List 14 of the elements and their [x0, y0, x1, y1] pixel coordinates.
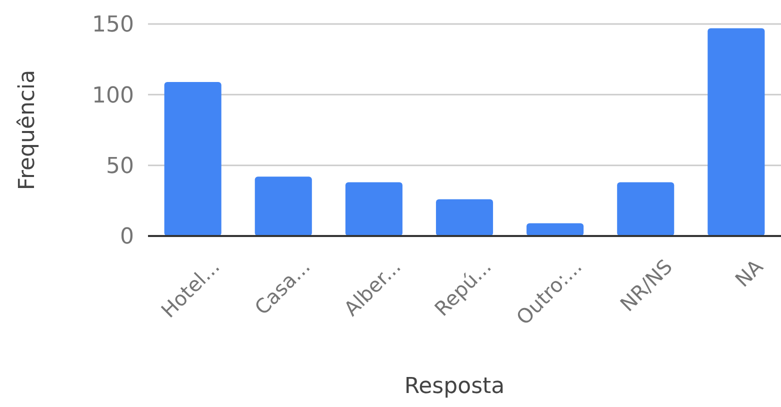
bar [436, 199, 494, 236]
bar [345, 182, 402, 236]
y-tick-label: 100 [92, 83, 134, 108]
y-axis-title: Frequência [15, 70, 40, 190]
y-tick-label: 0 [120, 224, 134, 250]
bar [526, 223, 584, 236]
x-tick-label: NA [730, 254, 768, 292]
bar [617, 182, 674, 236]
bar [164, 82, 222, 236]
bar [254, 176, 312, 236]
y-tick-label: 150 [92, 12, 134, 38]
y-tick-label: 50 [106, 154, 134, 180]
bar [708, 28, 765, 236]
x-axis-title: Resposta [404, 374, 505, 399]
